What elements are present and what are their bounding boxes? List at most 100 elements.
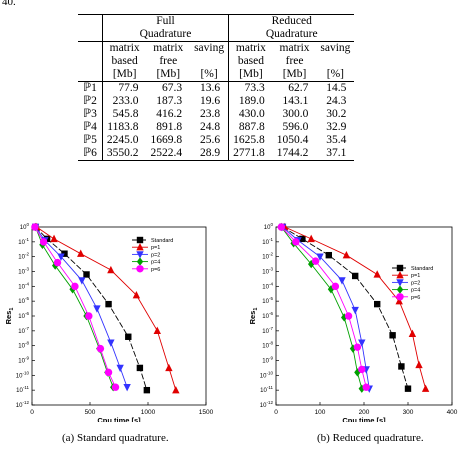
data-point	[116, 364, 124, 373]
data-point	[123, 384, 131, 392]
data-point	[389, 332, 396, 339]
legend-entry: p=4	[132, 257, 160, 266]
table-cell: 24.3	[326, 95, 347, 107]
y-tick-label: 10-8	[18, 341, 29, 350]
data-point	[104, 368, 113, 377]
table-cell: 62.7	[288, 82, 309, 94]
series-line	[35, 226, 148, 391]
y-tick-label: 10-2	[262, 252, 273, 261]
legend-label: Standard	[411, 266, 433, 272]
table-row: ℙ1 77.9 67.3 13.6 73.3 62.7 14.5	[78, 81, 354, 95]
table-row: ℙ2 233.0 187.3 19.6 189.0 143.1 24.3	[78, 95, 354, 108]
row-label: ℙ6	[83, 147, 97, 159]
x-tick-label: 200	[359, 409, 370, 416]
legend-entry: Standard	[132, 236, 173, 244]
caption-a: (a) Standard quadrature.	[62, 432, 169, 444]
legend-marker	[396, 279, 404, 287]
subheader-text: matrix	[279, 42, 310, 54]
data-point	[96, 344, 105, 353]
series-line	[282, 226, 370, 389]
series-standard	[32, 223, 151, 394]
y-tick-label: 10-1	[262, 237, 273, 246]
legend-marker	[396, 264, 404, 272]
y-tick-label: 10-1	[18, 237, 29, 246]
table-cell: 2771.8	[228, 147, 273, 161]
data-point	[358, 365, 366, 374]
x-tick-label: 0	[30, 409, 34, 416]
table-cell: 233.0	[101, 95, 147, 108]
data-point	[57, 253, 65, 261]
row-label: ℙ5	[83, 134, 97, 146]
y-tick-label: 10-7	[262, 326, 273, 335]
y-tick-label: 10-3	[262, 267, 273, 276]
legend-label: Standard	[151, 238, 173, 244]
data-point	[342, 250, 351, 259]
data-point	[53, 258, 62, 267]
legend-entry: p=1	[392, 271, 420, 279]
data-point	[39, 238, 48, 246]
data-point	[143, 386, 151, 394]
data-point	[136, 364, 144, 372]
table-cell: 1744.2	[276, 147, 309, 159]
data-point	[111, 383, 120, 391]
legend-marker	[396, 271, 404, 279]
table-cell: 32.9	[326, 121, 347, 133]
series-p-1	[281, 222, 430, 392]
y-tick-label: 10-4	[262, 281, 273, 290]
table-cell: 14.5	[326, 82, 347, 94]
table-cell: 1183.8	[101, 121, 147, 134]
series-line	[280, 226, 363, 389]
chart-standard-quadrature: 100 10-1 10-2 10-3 10-4 10-5 10-6 10-7 10-8 10-9 1…	[4, 222, 226, 427]
legend-marker	[136, 243, 144, 251]
x-tick-label: 1000	[141, 409, 156, 416]
data-point	[132, 291, 141, 299]
legend-entry: p=4	[392, 285, 420, 294]
legend-label: p=2	[411, 280, 420, 286]
table-row: ℙ6 3550.2 2522.4 28.9 2771.8 1744.2 37.1	[78, 147, 355, 161]
y-tick-label: 10-8	[262, 341, 273, 350]
subheader-corner	[78, 42, 102, 82]
x-axis-label: Cpu time [s]	[97, 416, 141, 422]
data-point	[421, 384, 430, 392]
table-cell: 430.0	[228, 108, 273, 121]
legend-marker	[136, 265, 144, 273]
series-p-2	[31, 223, 131, 392]
table-cell: 73.3	[228, 81, 273, 95]
data-point	[373, 270, 381, 278]
table-cell: 416.2	[156, 108, 183, 120]
subheader-text: saving	[194, 42, 225, 54]
data-point	[71, 282, 79, 291]
table-row: ℙ4 1183.8 891.8 24.8 887.8 596.0 32.9	[78, 121, 354, 134]
series-p-4	[278, 222, 365, 393]
table-cell: 1050.4	[276, 134, 309, 146]
data-point	[107, 265, 115, 274]
table-cell: 143.1	[282, 95, 309, 107]
chart-reduced-svg: 100 10-1 10-2 10-3 10-4 10-5 10-6 10-7 10-8 10-9 1…	[248, 222, 458, 425]
legend-marker	[136, 251, 144, 259]
table-cell: 13.6	[199, 82, 221, 94]
table-cell: 25.6	[199, 134, 221, 146]
data-point	[395, 296, 403, 305]
y-tick-label: 10-10	[260, 370, 274, 379]
legend-entry: p=6	[132, 265, 160, 273]
data-point	[52, 261, 59, 270]
table-cell: 891.8	[156, 121, 183, 133]
table-cell: 1625.8	[228, 134, 273, 147]
data-point	[374, 300, 381, 308]
y-tick-label: 10-9	[18, 356, 29, 365]
table-cell: 545.8	[101, 108, 147, 121]
table-cell: 24.8	[199, 121, 221, 133]
data-point	[77, 249, 85, 257]
table-cell: 23.8	[199, 108, 221, 120]
table-cell: 300.0	[282, 108, 309, 120]
series-line	[280, 226, 367, 388]
data-point	[31, 223, 39, 231]
data-point	[69, 285, 76, 294]
legend-marker	[136, 236, 144, 244]
table-row: ℙ5 2245.0 1669.8 25.6 1625.8 1050.4 35.4	[78, 134, 354, 147]
series-p-1	[32, 222, 180, 394]
series-line	[282, 226, 409, 389]
header-full-line1: Full	[156, 15, 175, 27]
data-point	[172, 385, 180, 394]
subheader-text: [Mb]	[156, 68, 181, 80]
